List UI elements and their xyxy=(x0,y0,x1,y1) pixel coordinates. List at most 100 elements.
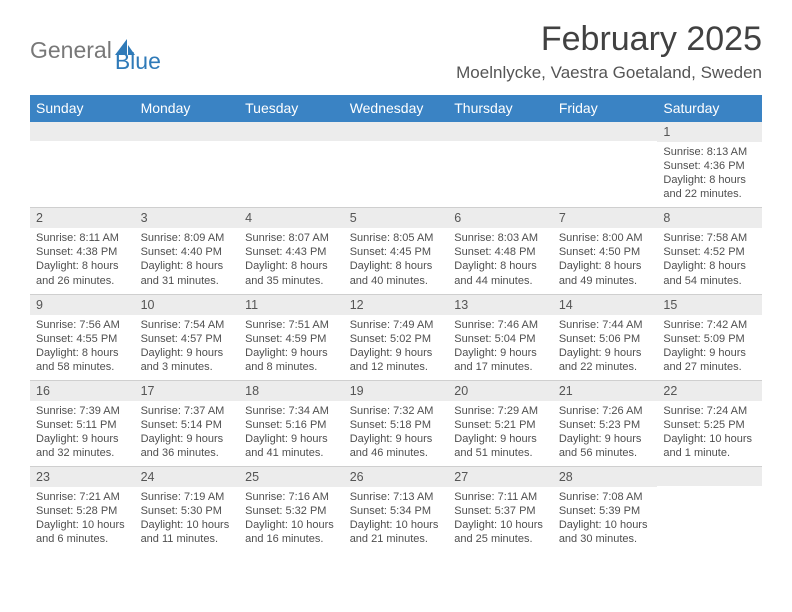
sunrise-text: Sunrise: 7:44 AM xyxy=(559,318,652,332)
daylight-text: and 36 minutes. xyxy=(141,446,234,460)
day-number: 13 xyxy=(448,295,553,315)
daylight-text: Daylight: 10 hours xyxy=(141,518,234,532)
day-number: 14 xyxy=(553,295,658,315)
day-number: 16 xyxy=(30,381,135,401)
brand-logo: General Blue xyxy=(30,26,161,75)
daylight-text: and 12 minutes. xyxy=(350,360,443,374)
sunset-text: Sunset: 5:14 PM xyxy=(141,418,234,432)
sunrise-text: Sunrise: 7:56 AM xyxy=(36,318,129,332)
sunset-text: Sunset: 4:55 PM xyxy=(36,332,129,346)
brand-general: General xyxy=(30,37,112,64)
cell-body: Sunrise: 7:21 AMSunset: 5:28 PMDaylight:… xyxy=(30,487,135,552)
sunset-text: Sunset: 4:52 PM xyxy=(663,245,756,259)
calendar-cell xyxy=(239,122,344,207)
daylight-text: and 51 minutes. xyxy=(454,446,547,460)
calendar-cell: 1Sunrise: 8:13 AMSunset: 4:36 PMDaylight… xyxy=(657,122,762,207)
day-number: 20 xyxy=(448,381,553,401)
calendar-cell: 24Sunrise: 7:19 AMSunset: 5:30 PMDayligh… xyxy=(135,467,240,552)
sunset-text: Sunset: 5:11 PM xyxy=(36,418,129,432)
sunrise-text: Sunrise: 7:58 AM xyxy=(663,231,756,245)
cell-body: Sunrise: 7:16 AMSunset: 5:32 PMDaylight:… xyxy=(239,487,344,552)
day-header-saturday: Saturday xyxy=(657,95,762,122)
calendar-cell xyxy=(553,122,658,207)
sunset-text: Sunset: 5:37 PM xyxy=(454,504,547,518)
month-title: February 2025 xyxy=(456,20,762,59)
daylight-text: and 54 minutes. xyxy=(663,274,756,288)
calendar-cell: 22Sunrise: 7:24 AMSunset: 5:25 PMDayligh… xyxy=(657,381,762,466)
calendar-cell: 21Sunrise: 7:26 AMSunset: 5:23 PMDayligh… xyxy=(553,381,658,466)
sunset-text: Sunset: 4:40 PM xyxy=(141,245,234,259)
daylight-text: and 26 minutes. xyxy=(36,274,129,288)
day-number: 22 xyxy=(657,381,762,401)
daylight-text: Daylight: 8 hours xyxy=(350,259,443,273)
calendar-cell: 12Sunrise: 7:49 AMSunset: 5:02 PMDayligh… xyxy=(344,295,449,380)
day-number: 10 xyxy=(135,295,240,315)
sunrise-text: Sunrise: 7:49 AM xyxy=(350,318,443,332)
cell-body: Sunrise: 7:49 AMSunset: 5:02 PMDaylight:… xyxy=(344,315,449,380)
day-number: 27 xyxy=(448,467,553,487)
day-header-monday: Monday xyxy=(135,95,240,122)
calendar-cell: 9Sunrise: 7:56 AMSunset: 4:55 PMDaylight… xyxy=(30,295,135,380)
sunset-text: Sunset: 5:25 PM xyxy=(663,418,756,432)
day-number: 1 xyxy=(657,122,762,142)
cell-body: Sunrise: 8:05 AMSunset: 4:45 PMDaylight:… xyxy=(344,228,449,293)
sunrise-text: Sunrise: 8:09 AM xyxy=(141,231,234,245)
sunrise-text: Sunrise: 7:08 AM xyxy=(559,490,652,504)
title-block: February 2025 Moelnlycke, Vaestra Goetal… xyxy=(456,20,762,83)
day-number: 28 xyxy=(553,467,658,487)
calendar-cell: 6Sunrise: 8:03 AMSunset: 4:48 PMDaylight… xyxy=(448,208,553,293)
daylight-text: Daylight: 10 hours xyxy=(559,518,652,532)
sunset-text: Sunset: 5:34 PM xyxy=(350,504,443,518)
sunrise-text: Sunrise: 7:24 AM xyxy=(663,404,756,418)
sunrise-text: Sunrise: 8:11 AM xyxy=(36,231,129,245)
day-header-sunday: Sunday xyxy=(30,95,135,122)
day-header-friday: Friday xyxy=(553,95,658,122)
daylight-text: Daylight: 9 hours xyxy=(663,346,756,360)
daylight-text: Daylight: 8 hours xyxy=(36,346,129,360)
day-number: 21 xyxy=(553,381,658,401)
cell-body: Sunrise: 7:56 AMSunset: 4:55 PMDaylight:… xyxy=(30,315,135,380)
week-row: 9Sunrise: 7:56 AMSunset: 4:55 PMDaylight… xyxy=(30,295,762,381)
day-number: 6 xyxy=(448,208,553,228)
cell-body: Sunrise: 7:37 AMSunset: 5:14 PMDaylight:… xyxy=(135,401,240,466)
calendar-cell: 17Sunrise: 7:37 AMSunset: 5:14 PMDayligh… xyxy=(135,381,240,466)
day-number: 9 xyxy=(30,295,135,315)
calendar-cell: 2Sunrise: 8:11 AMSunset: 4:38 PMDaylight… xyxy=(30,208,135,293)
day-number xyxy=(239,122,344,141)
day-number: 26 xyxy=(344,467,449,487)
calendar-cell xyxy=(344,122,449,207)
daylight-text: and 6 minutes. xyxy=(36,532,129,546)
daylight-text: and 41 minutes. xyxy=(245,446,338,460)
calendar-cell: 13Sunrise: 7:46 AMSunset: 5:04 PMDayligh… xyxy=(448,295,553,380)
daylight-text: and 25 minutes. xyxy=(454,532,547,546)
sunset-text: Sunset: 4:48 PM xyxy=(454,245,547,259)
sunrise-text: Sunrise: 8:07 AM xyxy=(245,231,338,245)
sunrise-text: Sunrise: 7:51 AM xyxy=(245,318,338,332)
calendar-cell: 11Sunrise: 7:51 AMSunset: 4:59 PMDayligh… xyxy=(239,295,344,380)
sunset-text: Sunset: 5:21 PM xyxy=(454,418,547,432)
day-number: 5 xyxy=(344,208,449,228)
day-number xyxy=(553,122,658,141)
daylight-text: Daylight: 8 hours xyxy=(559,259,652,273)
calendar-cell: 15Sunrise: 7:42 AMSunset: 5:09 PMDayligh… xyxy=(657,295,762,380)
cell-body: Sunrise: 7:58 AMSunset: 4:52 PMDaylight:… xyxy=(657,228,762,293)
day-number: 15 xyxy=(657,295,762,315)
sunset-text: Sunset: 4:57 PM xyxy=(141,332,234,346)
location-text: Moelnlycke, Vaestra Goetaland, Sweden xyxy=(456,63,762,83)
daylight-text: and 21 minutes. xyxy=(350,532,443,546)
sunset-text: Sunset: 5:04 PM xyxy=(454,332,547,346)
brand-blue: Blue xyxy=(115,48,161,75)
week-row: 23Sunrise: 7:21 AMSunset: 5:28 PMDayligh… xyxy=(30,467,762,552)
day-header-row: Sunday Monday Tuesday Wednesday Thursday… xyxy=(30,95,762,122)
sunset-text: Sunset: 4:59 PM xyxy=(245,332,338,346)
sunrise-text: Sunrise: 8:05 AM xyxy=(350,231,443,245)
calendar-cell: 4Sunrise: 8:07 AMSunset: 4:43 PMDaylight… xyxy=(239,208,344,293)
calendar-cell: 16Sunrise: 7:39 AMSunset: 5:11 PMDayligh… xyxy=(30,381,135,466)
day-number: 17 xyxy=(135,381,240,401)
week-row: 2Sunrise: 8:11 AMSunset: 4:38 PMDaylight… xyxy=(30,208,762,294)
daylight-text: and 40 minutes. xyxy=(350,274,443,288)
day-number: 4 xyxy=(239,208,344,228)
cell-body: Sunrise: 8:09 AMSunset: 4:40 PMDaylight:… xyxy=(135,228,240,293)
calendar-cell: 27Sunrise: 7:11 AMSunset: 5:37 PMDayligh… xyxy=(448,467,553,552)
day-number xyxy=(448,122,553,141)
